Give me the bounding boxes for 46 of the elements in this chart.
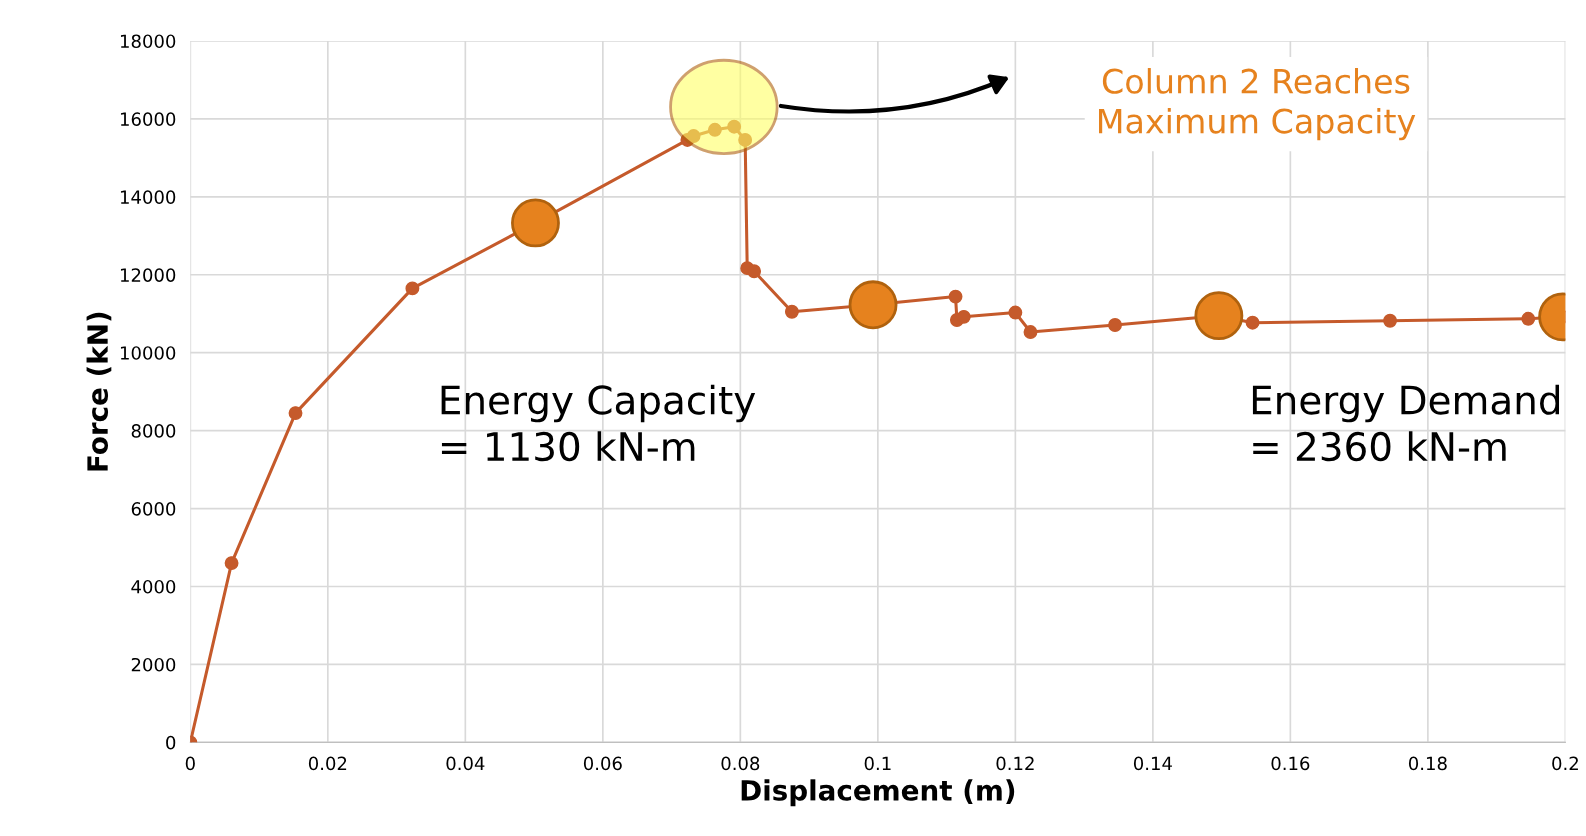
x-tick-label: 0.1 — [864, 756, 891, 771]
point — [747, 264, 762, 279]
y-tick-label: 12000 — [120, 268, 176, 282]
point — [224, 556, 239, 571]
point — [686, 129, 701, 143]
point — [1008, 305, 1023, 320]
point — [511, 198, 560, 248]
point — [1383, 313, 1398, 328]
point — [1108, 318, 1122, 332]
point — [848, 280, 898, 330]
y-tick-label: 8000 — [131, 424, 176, 438]
annotation: Column 2 Reaches Maximum Capacity — [1099, 68, 1416, 141]
point — [784, 304, 799, 319]
x-tick-label: 0 — [185, 756, 195, 771]
x-axis-title: Displacement (m) — [741, 779, 1015, 807]
point — [288, 406, 303, 421]
x-tick-label: 0.02 — [308, 756, 347, 771]
point — [956, 309, 971, 324]
point — [727, 119, 742, 134]
point — [707, 122, 722, 137]
x-tick-label: 0.16 — [1271, 756, 1310, 771]
point — [1023, 325, 1038, 339]
point — [948, 289, 963, 304]
point — [1194, 291, 1244, 341]
y-tick-label: 10000 — [120, 346, 176, 360]
point — [738, 132, 753, 147]
annotation: Energy Demand = 2360 kN-m — [1252, 384, 1560, 462]
x-tick-label: 0.14 — [1133, 756, 1172, 771]
x-tick-label: 0.18 — [1408, 756, 1447, 771]
y-tick-label: 0 — [166, 735, 176, 750]
y-tick-label: 6000 — [131, 502, 176, 516]
x-tick-label: 0.2 — [1552, 756, 1578, 771]
x-tick-label: 0.06 — [583, 756, 622, 771]
point — [1521, 311, 1536, 326]
x-tick-label: 0.12 — [996, 756, 1034, 771]
x-tick-label: 0.08 — [721, 756, 760, 771]
y-tick-label: 14000 — [120, 190, 176, 204]
y-tick-label: 16000 — [120, 112, 176, 127]
point — [405, 281, 420, 296]
y-tick-label: 4000 — [131, 579, 176, 594]
point — [1245, 315, 1260, 330]
x-tick-label: 0.04 — [446, 756, 485, 771]
y-axis-title: Force (kN) — [86, 312, 112, 471]
annotation: Energy Capacity = 1130 kN-m — [441, 384, 756, 462]
y-tick-label: 18000 — [120, 34, 176, 49]
y-tick-label: 2000 — [131, 657, 176, 672]
